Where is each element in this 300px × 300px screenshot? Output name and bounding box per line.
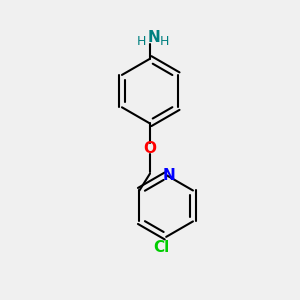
Text: H: H xyxy=(160,34,169,48)
Text: N: N xyxy=(147,30,160,45)
Text: N: N xyxy=(162,167,175,182)
Text: O: O xyxy=(143,141,157,156)
Text: Cl: Cl xyxy=(154,240,170,255)
Text: H: H xyxy=(137,34,146,48)
